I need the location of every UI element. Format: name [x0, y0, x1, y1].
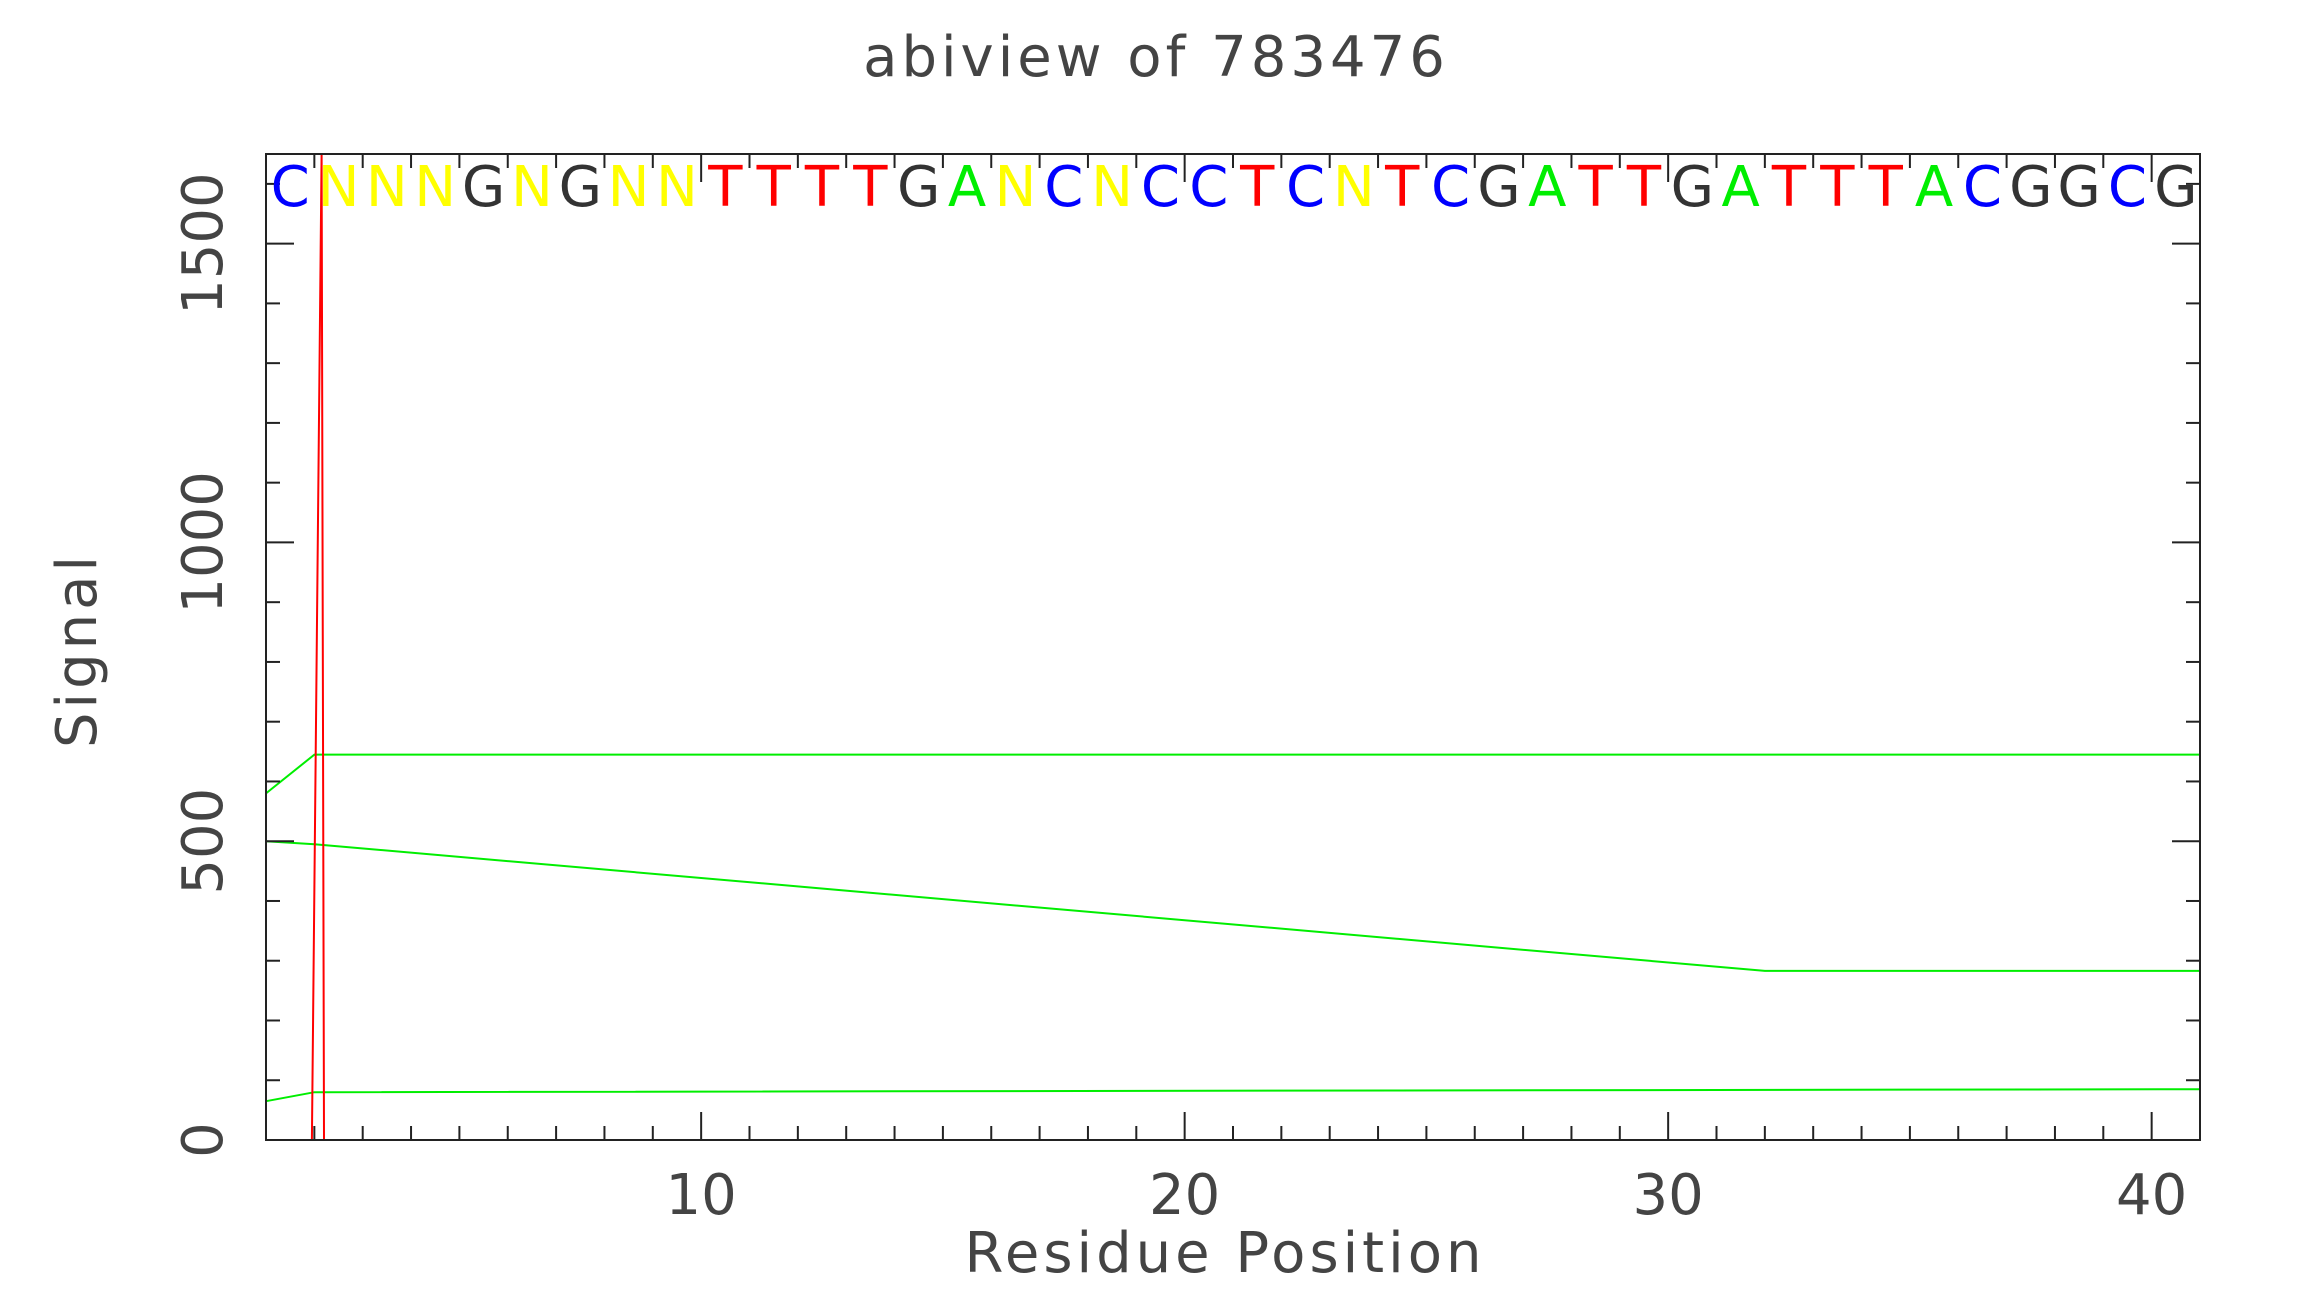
- sequence-base: N: [511, 155, 553, 220]
- sequence-base: N: [1333, 155, 1375, 220]
- sequence-base: T: [852, 155, 888, 220]
- series-line-2: [265, 1088, 2201, 1103]
- x-axis-label: Residue Position: [965, 1221, 1486, 1286]
- sequence-base: N: [1091, 155, 1133, 220]
- y-tick-label: 1000: [171, 471, 236, 614]
- sequence-base: C: [1189, 155, 1228, 220]
- x-tick-label: 30: [1633, 1163, 1704, 1228]
- sequence-base: A: [948, 155, 986, 220]
- sequence-base: N: [608, 155, 650, 220]
- y-tick-label: 500: [171, 788, 236, 895]
- sequence-base: T: [1868, 155, 1904, 220]
- series-line-3: [266, 153, 2200, 1141]
- sequence-base: T: [1239, 155, 1275, 220]
- sequence-base: T: [756, 155, 792, 220]
- sequence-base: N: [414, 155, 456, 220]
- y-tick-label: 0: [171, 1122, 236, 1158]
- y-tick-label: 1500: [171, 172, 236, 315]
- sequence-base: G: [2057, 155, 2100, 220]
- sequence-base: C: [1286, 155, 1325, 220]
- sequence-base: T: [707, 155, 743, 220]
- series-line-0: [265, 753, 2200, 795]
- series-line-1: [265, 840, 2200, 972]
- sequence-base: T: [1771, 155, 1807, 220]
- sequence-base: G: [1671, 155, 1714, 220]
- tick-layer: 10 20 30 40 0 500 1000 1500: [171, 154, 2201, 1228]
- series-layer: [265, 153, 2201, 1141]
- sequence-base: G: [559, 155, 602, 220]
- sequence-base: T: [804, 155, 840, 220]
- sequence-base: A: [1915, 155, 1953, 220]
- plot-frame: [265, 153, 2201, 1141]
- x-tick-label: 20: [1149, 1163, 1220, 1228]
- sequence-base: G: [2009, 155, 2052, 220]
- x-tick-label: 10: [666, 1163, 737, 1228]
- sequence-base: T: [1384, 155, 1420, 220]
- sequence-base: G: [462, 155, 505, 220]
- sequence-base: A: [1722, 155, 1760, 220]
- sequence-base: N: [366, 155, 408, 220]
- sequence-base: N: [656, 155, 698, 220]
- sequence-base: A: [1528, 155, 1566, 220]
- x-tick-label: 40: [2116, 1163, 2187, 1228]
- sequence-base: N: [318, 155, 360, 220]
- sequence-base: G: [897, 155, 940, 220]
- sequence-base: C: [2108, 155, 2147, 220]
- sequence-base: C: [1044, 155, 1083, 220]
- sequence-base: T: [1626, 155, 1662, 220]
- sequence-base: T: [1578, 155, 1614, 220]
- sequence-base: T: [1819, 155, 1855, 220]
- sequence-base: C: [271, 155, 310, 220]
- sequence-base: C: [1141, 155, 1180, 220]
- sequence-base: G: [2154, 155, 2197, 220]
- sequence-base: C: [1431, 155, 1470, 220]
- sequence-base: G: [1477, 155, 1520, 220]
- chart-title: abiview of 783476: [863, 25, 1449, 90]
- sequence-base: C: [1963, 155, 2002, 220]
- y-axis-label: Signal: [45, 552, 110, 748]
- sequence-base: N: [994, 155, 1036, 220]
